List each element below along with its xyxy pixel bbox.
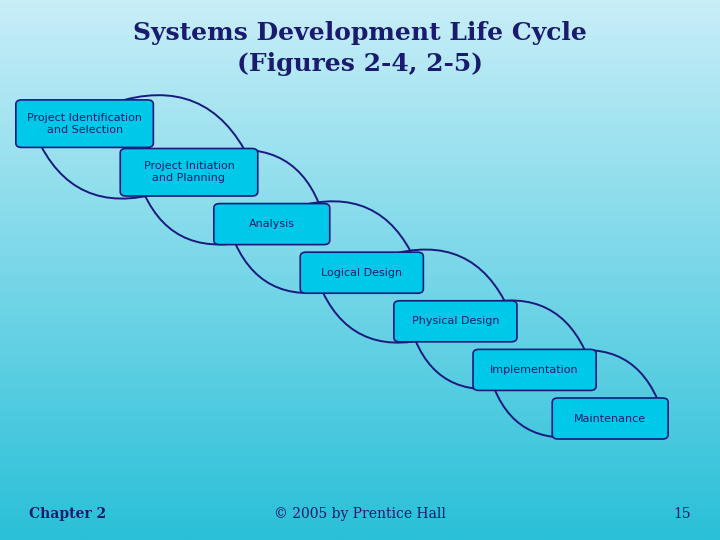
FancyBboxPatch shape [214, 204, 330, 245]
FancyBboxPatch shape [552, 398, 668, 439]
FancyBboxPatch shape [394, 301, 517, 342]
Text: Physical Design: Physical Design [412, 316, 499, 326]
Text: Implementation: Implementation [490, 365, 579, 375]
Text: Systems Development Life Cycle
(Figures 2-4, 2-5): Systems Development Life Cycle (Figures … [133, 21, 587, 76]
Text: Logical Design: Logical Design [321, 268, 402, 278]
Text: Project Identification
and Selection: Project Identification and Selection [27, 113, 142, 134]
Text: Chapter 2: Chapter 2 [29, 507, 106, 521]
Text: Maintenance: Maintenance [574, 414, 647, 423]
Text: Analysis: Analysis [249, 219, 294, 229]
FancyBboxPatch shape [16, 100, 153, 147]
Text: © 2005 by Prentice Hall: © 2005 by Prentice Hall [274, 507, 446, 521]
Text: Project Initiation
and Planning: Project Initiation and Planning [143, 161, 235, 183]
FancyBboxPatch shape [120, 148, 258, 196]
FancyBboxPatch shape [473, 349, 596, 390]
Text: 15: 15 [674, 507, 691, 521]
FancyBboxPatch shape [300, 252, 423, 293]
